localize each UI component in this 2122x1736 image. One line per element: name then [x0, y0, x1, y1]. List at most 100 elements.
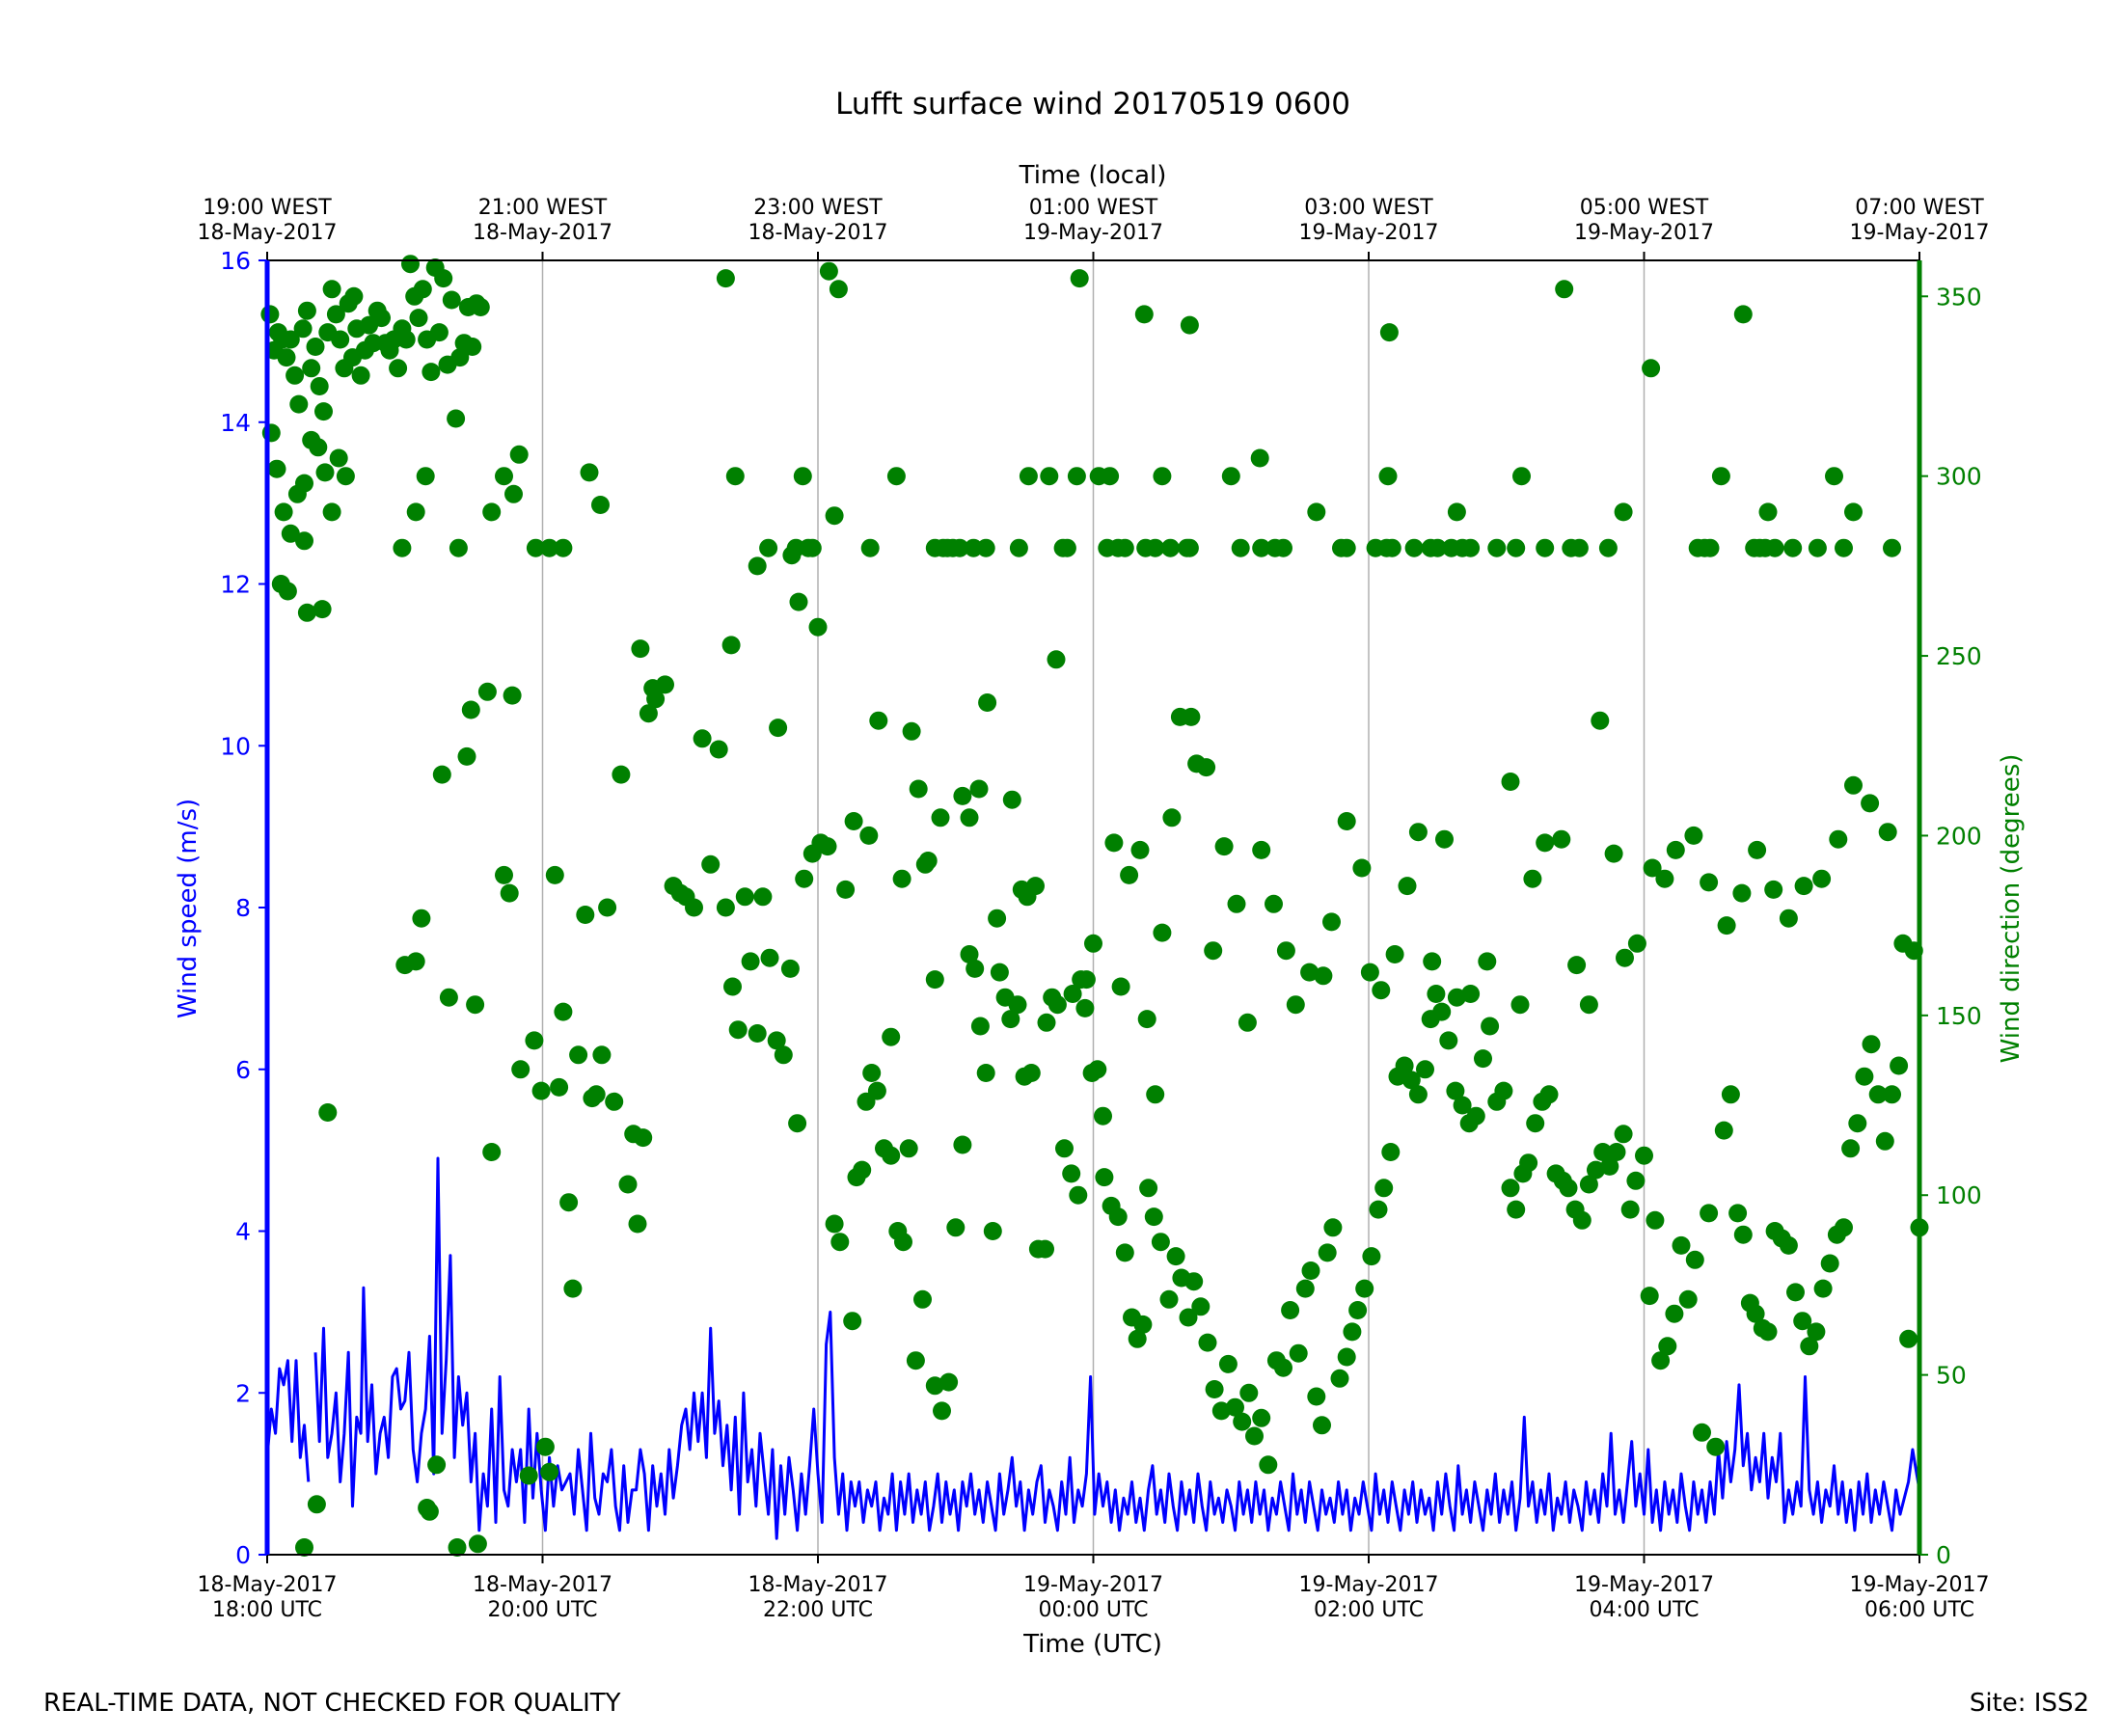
wind-direction-point	[592, 1045, 612, 1065]
wind-direction-point	[598, 898, 617, 917]
wind-direction-point	[1786, 1283, 1805, 1302]
wind-direction-point	[1423, 952, 1442, 971]
wind-direction-point	[933, 1401, 951, 1421]
wind-direction-point	[1252, 840, 1271, 859]
wind-direction-point	[960, 945, 979, 963]
wind-direction-point	[1205, 1380, 1224, 1398]
wind-direction-point	[1300, 963, 1319, 982]
wind-direction-point	[1813, 1279, 1833, 1298]
wind-direction-point	[1685, 1250, 1704, 1269]
wind-direction-point	[639, 704, 658, 723]
wind-direction-point	[1510, 995, 1530, 1015]
wind-direction-point	[1626, 1171, 1646, 1190]
wind-speed-series	[265, 1156, 1921, 1540]
wind-direction-point	[457, 746, 476, 766]
wind-direction-point	[825, 1214, 844, 1234]
wind-direction-point	[1160, 538, 1180, 557]
wind-direction-point	[297, 603, 316, 622]
wind-direction-point	[1604, 844, 1623, 863]
wind-direction-point	[1360, 963, 1379, 982]
wind-direction-point	[1226, 1397, 1244, 1417]
wind-direction-point	[946, 1218, 966, 1237]
wind-direction-point	[550, 1077, 569, 1097]
wind-direction-point	[685, 898, 703, 917]
wind-direction-point	[1204, 941, 1223, 961]
wind-direction-point	[1579, 995, 1598, 1015]
wind-direction-point	[1678, 1289, 1698, 1309]
wind-direction-point	[1536, 833, 1555, 853]
x-tick-label: 18-May-2017	[748, 1573, 888, 1597]
wind-direction-point	[1620, 1200, 1640, 1219]
wind-direction-point	[569, 1045, 588, 1065]
wind-direction-point	[406, 502, 425, 522]
wind-direction-point	[818, 837, 837, 856]
wind-direction-point	[329, 448, 348, 468]
wind-direction-point	[1519, 1153, 1538, 1173]
wind-direction-point	[1536, 538, 1555, 557]
top-tick-label: 19:00 WEST	[203, 196, 332, 220]
wind-direction-point	[906, 1351, 925, 1370]
top-tick-label: 19-May-2017	[1850, 221, 1990, 245]
wind-direction-point	[1640, 1287, 1659, 1306]
wind-direction-point	[326, 305, 345, 324]
wind-direction-point	[1614, 1125, 1633, 1144]
wind-direction-point	[1439, 1031, 1458, 1050]
wind-direction-point	[1233, 1412, 1252, 1431]
wind-direction-point	[1684, 826, 1703, 845]
wind-direction-point	[531, 1081, 551, 1100]
wind-direction-point	[1447, 502, 1466, 522]
wind-direction-point	[1487, 538, 1507, 557]
y-left-tick-label: 0	[235, 1541, 251, 1569]
wind-direction-point	[463, 338, 482, 356]
wind-direction-point	[1494, 1081, 1513, 1100]
wind-direction-point	[1337, 538, 1356, 557]
wind-direction-point	[1281, 1301, 1300, 1319]
wind-direction-point	[1711, 467, 1730, 486]
wind-direction-point	[413, 280, 432, 299]
wind-direction-point	[1758, 1322, 1778, 1342]
wind-direction-point	[1009, 538, 1028, 557]
wind-direction-point	[1238, 1013, 1257, 1032]
wind-direction-point	[735, 887, 754, 907]
y-right-tick-label: 250	[1936, 642, 1982, 670]
wind-direction-point	[1040, 467, 1059, 486]
wind-direction-point	[1591, 711, 1610, 730]
y-left-tick-label: 10	[220, 732, 251, 760]
wind-direction-point	[1130, 840, 1150, 859]
x-tick-label: 19-May-2017	[1850, 1573, 1990, 1597]
wind-direction-point	[882, 1027, 901, 1046]
wind-direction-point	[477, 682, 497, 701]
wind-direction-point	[1286, 995, 1305, 1015]
chart-title: Lufft surface wind 20170519 0600	[835, 87, 1350, 122]
wind-direction-point	[853, 1160, 872, 1180]
wind-direction-point	[503, 686, 522, 705]
wind-direction-point	[526, 538, 545, 557]
wind-direction-point	[1355, 1279, 1374, 1298]
wind-direction-point	[396, 330, 416, 349]
wind-direction-point	[1021, 1064, 1041, 1082]
wind-direction-point	[1793, 1312, 1812, 1331]
wind-direction-point	[1274, 538, 1292, 557]
wind-direction-point	[586, 1085, 606, 1104]
x-axis-label: Time (UTC)	[1022, 1630, 1162, 1659]
y-left-tick-label: 2	[235, 1379, 251, 1407]
wind-direction-point	[461, 700, 480, 719]
wind-direction-point	[442, 290, 461, 310]
wind-direction-point	[1307, 502, 1326, 522]
wind-direction-point	[1374, 1179, 1394, 1198]
wind-direction-point	[774, 1045, 793, 1065]
wind-direction-point	[344, 286, 364, 306]
wind-direction-point	[322, 502, 341, 522]
wind-direction-point	[716, 269, 735, 288]
wind-direction-point	[554, 1002, 573, 1021]
wind-direction-point	[1835, 538, 1853, 557]
wind-direction-point	[1337, 1347, 1356, 1367]
wind-direction-point	[1878, 823, 1897, 842]
x-tick-label: 04:00 UTC	[1589, 1598, 1699, 1622]
x-tick-label: 22:00 UTC	[763, 1598, 873, 1622]
wind-direction-point	[432, 765, 451, 784]
wind-direction-point	[416, 467, 435, 486]
wind-direction-point	[741, 952, 760, 971]
wind-direction-point	[1779, 909, 1798, 928]
wind-direction-point	[1844, 502, 1863, 522]
